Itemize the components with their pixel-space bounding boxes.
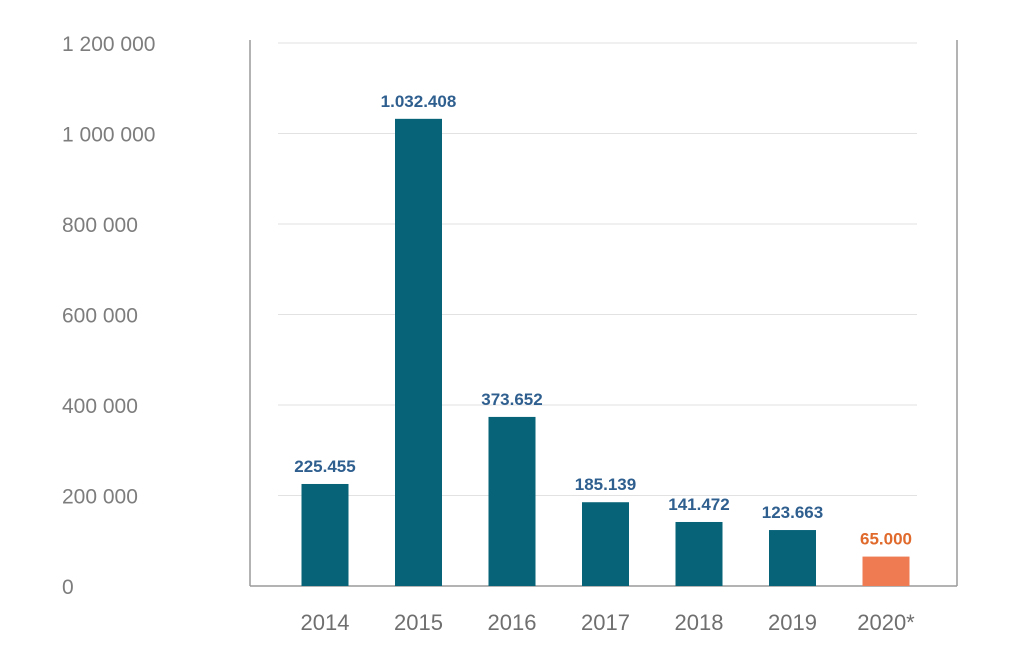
x-axis-ticks: 2014 2015 2016 2017 2018 2019 2020* — [301, 610, 916, 635]
data-label: 1.032.408 — [381, 92, 457, 111]
bar-2017 — [582, 502, 629, 586]
x-tick-label: 2018 — [675, 610, 724, 635]
data-label: 123.663 — [762, 503, 823, 522]
bar-2019 — [769, 530, 816, 586]
y-tick-label: 0 — [62, 576, 74, 599]
data-label: 373.652 — [481, 390, 542, 409]
y-axis-ticks: 0 200 000 400 000 600 000 800 000 1 000 000 1 … — [62, 33, 155, 599]
gridlines — [278, 42, 917, 496]
data-labels: 225.455 1.032.408 373.652 185.139 141.472 123… — [294, 92, 912, 549]
x-tick-label: 2014 — [301, 610, 350, 635]
data-label: 65.000 — [860, 530, 912, 549]
y-tick-label: 200 000 — [62, 486, 138, 509]
y-tick-label: 1 200 000 — [62, 33, 155, 56]
y-tick-label: 400 000 — [62, 395, 138, 418]
data-label: 185.139 — [575, 475, 636, 494]
y-tick-label: 800 000 — [62, 214, 138, 237]
x-tick-label: 2015 — [394, 610, 443, 635]
data-label: 225.455 — [294, 457, 355, 476]
bar-2014 — [301, 483, 349, 586]
bar-2020 — [862, 556, 910, 586]
bar-2018 — [675, 521, 723, 586]
data-label: 141.472 — [668, 495, 729, 514]
bars — [301, 118, 910, 586]
x-tick-label: 2019 — [768, 610, 817, 635]
x-tick-label: 2016 — [488, 610, 537, 635]
x-tick-label: 2020* — [857, 610, 915, 635]
x-tick-label: 2017 — [581, 610, 630, 635]
y-tick-label: 600 000 — [62, 305, 138, 328]
bar-2015 — [395, 118, 442, 586]
y-tick-label: 1 000 000 — [62, 124, 155, 147]
bar-2016 — [488, 416, 536, 586]
